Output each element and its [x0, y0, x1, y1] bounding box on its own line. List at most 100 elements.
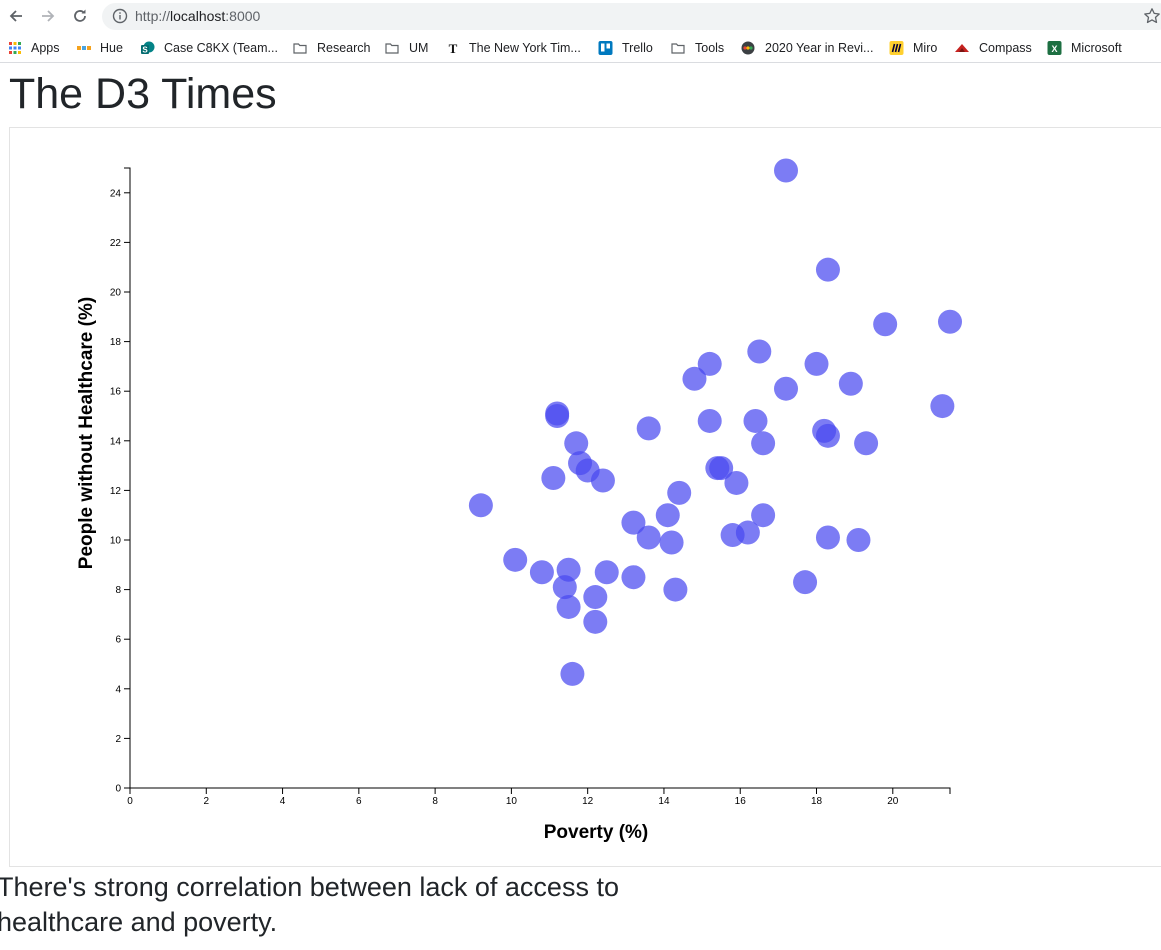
scatter-point[interactable]	[636, 525, 661, 550]
scatter-point[interactable]	[751, 503, 776, 528]
folder-icon	[671, 43, 685, 54]
scatter-point[interactable]	[621, 510, 646, 535]
url-port: :8000	[225, 8, 261, 24]
scatter-point[interactable]	[838, 371, 863, 396]
bookmark-case[interactable]: S Case C8KX (Team...	[141, 39, 278, 57]
bookmark-um[interactable]: UM	[384, 39, 428, 57]
scatter-point[interactable]	[552, 575, 577, 600]
forward-arrow-icon	[42, 10, 55, 22]
scatter-point[interactable]	[560, 661, 585, 686]
scatter-point[interactable]	[793, 570, 818, 595]
scatter-point[interactable]	[636, 416, 661, 441]
bookmark-label: Compass	[979, 41, 1032, 55]
bookmark-research[interactable]: Research	[292, 39, 371, 57]
bookmark-label: UM	[409, 41, 429, 55]
scatter-point[interactable]	[541, 466, 566, 490]
excel-icon: X	[1047, 41, 1062, 55]
x-tick-label: 12	[582, 796, 594, 807]
scatter-point[interactable]	[468, 493, 493, 518]
scatter-point[interactable]	[930, 394, 955, 419]
bookmark-miro[interactable]: Miro	[889, 39, 937, 57]
scatter-point[interactable]	[556, 594, 581, 619]
url-text[interactable]: http://localhost:8000	[135, 8, 260, 24]
bookmark-hue[interactable]: Hue	[77, 39, 123, 57]
bookmark-label: Trello	[622, 41, 653, 55]
site-info-icon[interactable]	[112, 8, 128, 24]
scatter-point[interactable]	[583, 585, 608, 610]
bookmark-tools[interactable]: Tools	[670, 39, 724, 57]
scatter-point[interactable]	[804, 351, 829, 376]
scatter-point[interactable]	[697, 351, 722, 376]
bookmark-apps[interactable]: Apps	[8, 39, 60, 57]
scatter-point[interactable]	[815, 257, 840, 282]
scatter-point[interactable]	[583, 609, 608, 634]
y-tick-label: 0	[115, 784, 121, 795]
x-tick-label: 16	[735, 796, 747, 807]
chart-container: 0 2 4 6 8 10 12 14 16 18 20 22 24 0 2 4 6 8 10 12 14 16 18 20 …	[9, 127, 1161, 867]
scatter-point[interactable]	[815, 423, 840, 448]
scatter-point[interactable]	[503, 547, 528, 572]
year-review-icon	[741, 41, 755, 55]
scatter-point[interactable]	[667, 480, 692, 505]
bookmark-microsoft[interactable]: X Microsoft	[1047, 39, 1122, 57]
svg-text:X: X	[1051, 44, 1057, 54]
scatter-point[interactable]	[720, 523, 745, 548]
bookmark-compass[interactable]: Compass	[954, 39, 1032, 57]
scatter-point[interactable]	[709, 456, 734, 481]
y-tick-label: 10	[110, 536, 122, 547]
x-tick-label: 20	[887, 796, 899, 807]
miro-icon	[889, 41, 904, 55]
y-tick-label: 2	[115, 734, 121, 745]
scatter-point[interactable]	[873, 312, 898, 337]
x-tick-label: 18	[811, 796, 823, 807]
bookmark-label: Microsoft	[1071, 41, 1122, 55]
bookmark-year-review[interactable]: 2020 Year in Revi...	[740, 39, 873, 57]
y-tick-label: 20	[110, 288, 122, 299]
address-bar[interactable]	[102, 3, 1161, 30]
scatter-point[interactable]	[682, 366, 707, 391]
reload-icon	[74, 9, 86, 22]
scatter-point[interactable]	[747, 339, 772, 364]
scatter-point[interactable]	[659, 530, 684, 555]
bookmark-label: The New York Tim...	[469, 41, 581, 55]
bookmark-star-icon[interactable]	[1143, 7, 1161, 25]
url-host: localhost	[170, 8, 226, 24]
forward-button[interactable]	[38, 6, 58, 26]
scatter-point[interactable]	[655, 503, 680, 528]
y-tick-label: 14	[110, 436, 122, 447]
scatter-point[interactable]	[590, 468, 615, 493]
sharepoint-icon: S	[141, 41, 155, 55]
x-tick-label: 10	[506, 796, 518, 807]
y-tick-label: 6	[115, 635, 121, 646]
bookmark-trello[interactable]: Trello	[598, 39, 653, 57]
svg-text:S: S	[142, 46, 148, 55]
bookmark-nyt[interactable]: T The New York Tim...	[446, 39, 581, 57]
scatter-point[interactable]	[854, 431, 879, 456]
scatter-point[interactable]	[529, 560, 554, 585]
scatter-point[interactable]	[774, 158, 798, 183]
scatter-point[interactable]	[663, 577, 688, 602]
browser-toolbar: http://localhost:8000	[0, 0, 1161, 33]
scatter-point[interactable]	[697, 408, 722, 433]
scatter-point[interactable]	[621, 565, 646, 590]
reload-button[interactable]	[70, 6, 90, 26]
scatter-point[interactable]	[751, 431, 776, 456]
scatter-point[interactable]	[774, 376, 798, 401]
scatter-point[interactable]	[938, 309, 962, 334]
x-axis-label: Poverty (%)	[544, 822, 649, 843]
bookmark-label: Hue	[100, 41, 123, 55]
x-tick-label: 0	[127, 796, 133, 807]
back-button[interactable]	[6, 6, 26, 26]
bookmark-label: Miro	[913, 41, 938, 55]
scatter-point[interactable]	[564, 431, 589, 456]
scatter-point[interactable]	[815, 525, 840, 550]
scatter-point[interactable]	[545, 404, 570, 428]
scatter-point[interactable]	[846, 528, 871, 552]
folder-icon	[385, 43, 399, 54]
scatter-point[interactable]	[594, 560, 619, 585]
bookmark-label: Apps	[31, 41, 60, 55]
x-tick-label: 4	[280, 796, 286, 807]
scatter-point[interactable]	[724, 470, 749, 495]
scatter-point[interactable]	[743, 408, 768, 433]
